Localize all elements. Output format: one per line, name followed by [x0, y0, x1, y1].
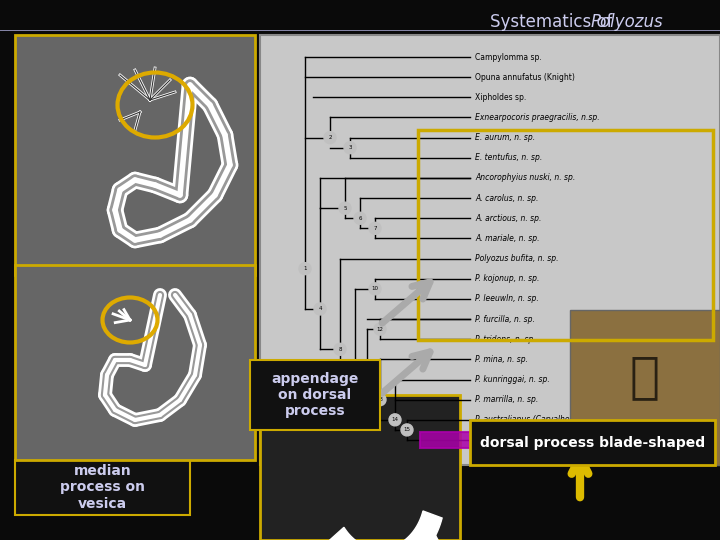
Text: P. furcilla, n. sp.: P. furcilla, n. sp. — [475, 315, 535, 323]
Text: P. mina, n. sp.: P. mina, n. sp. — [475, 355, 528, 364]
Text: 6: 6 — [359, 216, 361, 221]
Circle shape — [354, 212, 366, 224]
Polygon shape — [328, 511, 442, 540]
Text: 1: 1 — [303, 266, 307, 271]
Text: 4: 4 — [318, 307, 322, 312]
Text: Polyozus bufita, n. sp.: Polyozus bufita, n. sp. — [475, 254, 559, 263]
Circle shape — [324, 132, 336, 144]
Text: 3: 3 — [348, 145, 352, 150]
Text: E. tentufus, n. sp.: E. tentufus, n. sp. — [475, 153, 542, 163]
Text: P. kunringgai, n. sp.: P. kunringgai, n. sp. — [475, 375, 550, 384]
Text: P. tridens, n. sp.: P. tridens, n. sp. — [475, 335, 536, 344]
FancyBboxPatch shape — [420, 432, 710, 448]
FancyBboxPatch shape — [15, 35, 255, 275]
Text: E. aurum, n. sp.: E. aurum, n. sp. — [475, 133, 535, 142]
Circle shape — [361, 374, 373, 386]
Text: 14: 14 — [392, 417, 398, 422]
Polygon shape — [415, 525, 438, 540]
Text: 15: 15 — [403, 428, 410, 433]
FancyBboxPatch shape — [15, 460, 190, 515]
Circle shape — [374, 323, 386, 335]
Circle shape — [389, 414, 401, 426]
FancyBboxPatch shape — [260, 35, 720, 465]
Text: A. mariale, n. sp.: A. mariale, n. sp. — [475, 234, 539, 243]
Circle shape — [299, 262, 311, 275]
Text: 9: 9 — [354, 367, 356, 372]
Circle shape — [334, 343, 346, 355]
Circle shape — [314, 303, 326, 315]
Text: P. geicanus, Eyles & Schuh: P. geicanus, Eyles & Schuh — [475, 435, 577, 444]
Text: P. leeuwln, n. sp.: P. leeuwln, n. sp. — [475, 294, 539, 303]
Text: P. geicanus, Eyles & Schuh: P. geicanus, Eyles & Schuh — [514, 435, 616, 444]
Text: Campylomma sp.: Campylomma sp. — [475, 52, 541, 62]
Text: 7: 7 — [373, 226, 377, 231]
Circle shape — [374, 394, 386, 406]
Circle shape — [369, 283, 381, 295]
Text: Xipholdes sp.: Xipholdes sp. — [475, 93, 526, 102]
Text: 8: 8 — [338, 347, 342, 352]
Text: Systematics of: Systematics of — [490, 13, 618, 31]
Circle shape — [344, 141, 356, 154]
Text: P. kojonup, n. sp.: P. kojonup, n. sp. — [475, 274, 539, 284]
Text: A. arctious, n. sp.: A. arctious, n. sp. — [475, 214, 541, 223]
Text: dorsal process blade-shaped: dorsal process blade-shaped — [480, 435, 705, 449]
Text: median
process on
vesica: median process on vesica — [60, 464, 145, 511]
Circle shape — [401, 424, 413, 436]
Text: 2: 2 — [328, 135, 332, 140]
Text: 11: 11 — [364, 377, 371, 382]
Circle shape — [339, 202, 351, 214]
FancyBboxPatch shape — [470, 420, 715, 465]
Text: 🪲: 🪲 — [630, 354, 660, 402]
Text: Opuna annufatus (Knight): Opuna annufatus (Knight) — [475, 73, 575, 82]
FancyBboxPatch shape — [15, 265, 255, 460]
FancyBboxPatch shape — [250, 360, 380, 430]
Text: P. australianus (Carvalho): P. australianus (Carvalho) — [475, 415, 572, 424]
Text: Polyozus: Polyozus — [591, 13, 664, 31]
Circle shape — [369, 222, 381, 234]
Text: appendage
on dorsal
process: appendage on dorsal process — [271, 372, 359, 418]
Text: P. marrilla, n. sp.: P. marrilla, n. sp. — [475, 395, 539, 404]
FancyBboxPatch shape — [570, 310, 720, 465]
FancyBboxPatch shape — [260, 395, 460, 540]
Text: Ancorophyius nuski, n. sp.: Ancorophyius nuski, n. sp. — [475, 173, 575, 183]
Text: 12: 12 — [377, 327, 384, 332]
Text: 10: 10 — [372, 286, 379, 291]
Text: A. carolus, n. sp.: A. carolus, n. sp. — [475, 194, 539, 202]
Text: 13: 13 — [377, 397, 384, 402]
Text: Exnearpocoris praegracilis, n.sp.: Exnearpocoris praegracilis, n.sp. — [475, 113, 600, 122]
Circle shape — [349, 363, 361, 375]
Text: 5: 5 — [343, 206, 347, 211]
